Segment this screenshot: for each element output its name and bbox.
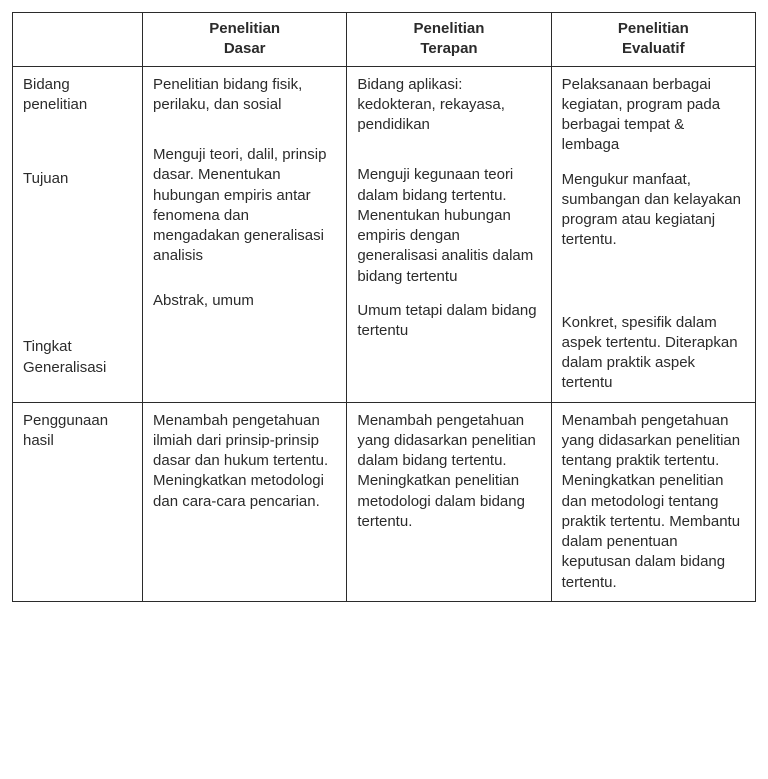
- header-col-dasar-line1: Penelitian: [209, 20, 280, 37]
- row-labels-group1: Bidang penelitian Tujuan Tingkat General…: [13, 66, 143, 402]
- cell-terapan-penggunaan: Menambah pengetahuan yang didasarkan pen…: [347, 402, 551, 601]
- header-col-evaluatif-line2: Evaluatif: [622, 40, 685, 57]
- cell-terapan-tujuan: Menguji kegunaan teori dalam bidang tert…: [357, 165, 540, 287]
- row-label-penggunaan-hasil: Penggunaan hasil: [13, 402, 143, 601]
- header-col-terapan: Penelitian Terapan: [347, 13, 551, 67]
- cell-dasar-tujuan: Menguji teori, dalil, prinsip dasar. Men…: [153, 145, 336, 267]
- label-bidang-penelitian: Bidang penelitian: [23, 75, 132, 116]
- table-row: Penggunaan hasil Menambah pengetahuan il…: [13, 402, 756, 601]
- table-row: Bidang penelitian Tujuan Tingkat General…: [13, 66, 756, 402]
- label-penggunaan-hasil: Penggunaan hasil: [23, 411, 132, 452]
- cell-terapan-bidang: Bidang aplikasi: kedokteran, rekayasa, p…: [357, 75, 540, 136]
- header-col-evaluatif: Penelitian Evaluatif: [551, 13, 755, 67]
- header-col-dasar: Penelitian Dasar: [143, 13, 347, 67]
- cell-dasar-bidang: Penelitian bidang fisik, perilaku, dan s…: [153, 75, 336, 116]
- cell-evaluatif-group1: Pelaksanaan berbagai kegiatan, program p…: [551, 66, 755, 402]
- header-col-evaluatif-line1: Penelitian: [618, 20, 689, 37]
- header-col-dasar-line2: Dasar: [224, 40, 266, 57]
- header-col-terapan-line2: Terapan: [420, 40, 477, 57]
- cell-evaluatif-tingkat: Konkret, spesifik dalam aspek tertentu. …: [562, 313, 745, 394]
- label-tingkat-generalisasi: Tingkat Generalisasi: [23, 337, 132, 378]
- header-row: Penelitian Dasar Penelitian Terapan Pene…: [13, 13, 756, 67]
- cell-evaluatif-penggunaan: Menambah pengetahuan yang didasarkan pen…: [551, 402, 755, 601]
- cell-dasar-tingkat: Abstrak, umum: [153, 291, 336, 311]
- cell-terapan-group1: Bidang aplikasi: kedokteran, rekayasa, p…: [347, 66, 551, 402]
- header-col-terapan-line1: Penelitian: [414, 20, 485, 37]
- cell-dasar-penggunaan: Menambah pengetahuan ilmiah dari prinsip…: [143, 402, 347, 601]
- cell-dasar-group1: Penelitian bidang fisik, perilaku, dan s…: [143, 66, 347, 402]
- research-types-table: Penelitian Dasar Penelitian Terapan Pene…: [12, 12, 756, 602]
- cell-evaluatif-bidang: Pelaksanaan berbagai kegiatan, program p…: [562, 75, 745, 156]
- label-tujuan: Tujuan: [23, 169, 132, 189]
- header-blank: [13, 13, 143, 67]
- cell-terapan-tingkat: Umum tetapi dalam bidang tertentu: [357, 301, 540, 342]
- cell-evaluatif-tujuan: Mengukur manfaat, sumbangan dan kelayaka…: [562, 170, 745, 251]
